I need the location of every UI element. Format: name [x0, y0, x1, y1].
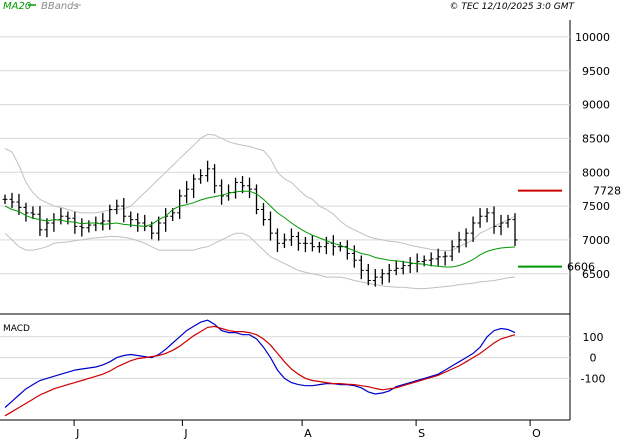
- level-lines: 7728 6606: [518, 185, 621, 274]
- bb-upper-line: [4, 133, 516, 252]
- price-bar: [316, 241, 322, 253]
- price-bar: [512, 213, 518, 247]
- price-bar: [198, 169, 204, 184]
- macd-series: [4, 319, 516, 417]
- price-bar: [260, 203, 266, 226]
- legend-bbands: BBands: [41, 1, 79, 12]
- price-bar: [302, 236, 308, 253]
- legend-ma20: MA20: [3, 1, 31, 12]
- price-bar: [323, 236, 329, 255]
- price-bar: [365, 263, 371, 286]
- price-bar: [30, 206, 36, 219]
- price-bar: [65, 211, 71, 225]
- macd-panel: [0, 316, 570, 420]
- price-bar: [379, 269, 385, 285]
- price-bar: [442, 251, 448, 266]
- price-bar: [491, 206, 497, 234]
- price-bar: [191, 174, 197, 198]
- macd-tick-label: -100: [581, 372, 606, 385]
- level-label: 6606: [567, 261, 595, 274]
- macd-line: [4, 319, 516, 408]
- price-bar: [79, 218, 85, 237]
- price-bar: [449, 240, 455, 261]
- price-tick-label: 7000: [582, 234, 610, 247]
- price-bars: [2, 160, 518, 287]
- price-bar: [9, 192, 15, 209]
- price-bar: [337, 241, 343, 252]
- month-label: J: [75, 427, 79, 440]
- price-bar: [309, 235, 315, 252]
- month-label: A: [304, 427, 312, 440]
- price-bar: [505, 214, 511, 228]
- price-bar: [288, 228, 294, 247]
- price-bar: [386, 263, 392, 283]
- price-bar: [128, 211, 134, 228]
- price-bar: [177, 189, 183, 219]
- price-tick-label: 8000: [582, 166, 610, 179]
- level-label: 7728: [593, 185, 621, 198]
- price-bar: [484, 208, 490, 223]
- price-tick-label: 6500: [582, 268, 610, 281]
- price-tick-label: 7500: [582, 200, 610, 213]
- price-bar: [37, 206, 43, 236]
- price-bar: [254, 184, 260, 215]
- ma20-line: [4, 190, 516, 268]
- month-label: J: [183, 427, 187, 440]
- price-bar: [156, 216, 162, 241]
- price-bar: [477, 208, 483, 228]
- price-bar: [358, 255, 364, 280]
- price-bar: [456, 231, 462, 253]
- price-bar: [295, 231, 301, 251]
- price-bar: [135, 213, 141, 232]
- price-bar: [393, 260, 399, 276]
- price-bar: [274, 228, 280, 253]
- ma20-series: [4, 190, 516, 268]
- macd-tick-label: 100: [583, 331, 604, 344]
- price-bar: [281, 233, 287, 249]
- price-bar: [100, 212, 106, 231]
- price-bar: [498, 214, 504, 236]
- month-label: S: [418, 427, 425, 440]
- macd-axis-labels: 100 0 -100: [581, 331, 606, 386]
- month-ticks: [73, 420, 531, 426]
- price-bar: [121, 197, 127, 223]
- macd-signal-line: [4, 325, 516, 417]
- copyright-text: © TEC 12/10/2025 3:0 GMT: [449, 2, 575, 12]
- price-tick-label: 9500: [582, 65, 610, 78]
- price-bar: [86, 220, 92, 233]
- price-bar: [72, 211, 78, 234]
- price-bar: [107, 204, 113, 230]
- month-label: O: [532, 427, 541, 440]
- price-bar: [184, 181, 190, 204]
- price-tick-label: 10000: [575, 31, 610, 44]
- price-bar: [463, 228, 469, 248]
- price-tick-label: 9000: [582, 99, 610, 112]
- price-bar: [219, 179, 225, 205]
- price-bar: [247, 177, 253, 198]
- price-bar: [240, 175, 246, 194]
- macd-tick-label: 0: [590, 352, 597, 365]
- bbands-series: [4, 133, 516, 290]
- price-bar: [212, 164, 218, 194]
- price-axis-labels: 10000 9500 9000 8500 8000 7500 7000 6500: [575, 31, 610, 281]
- price-bar: [351, 245, 357, 268]
- price-bar: [170, 208, 176, 221]
- price-bar: [114, 199, 120, 215]
- price-bar: [267, 211, 273, 241]
- bb-lower-line: [4, 232, 516, 290]
- price-bar: [470, 216, 476, 242]
- price-bar: [428, 252, 434, 267]
- price-bar: [205, 160, 211, 182]
- price-bar: [435, 248, 441, 267]
- price-panel: [0, 20, 570, 313]
- price-bar: [23, 202, 29, 222]
- price-bar: [400, 260, 406, 275]
- price-bar: [2, 194, 8, 205]
- macd-title: MACD: [3, 324, 30, 334]
- price-tick-label: 8500: [582, 132, 610, 145]
- price-bar: [372, 269, 378, 287]
